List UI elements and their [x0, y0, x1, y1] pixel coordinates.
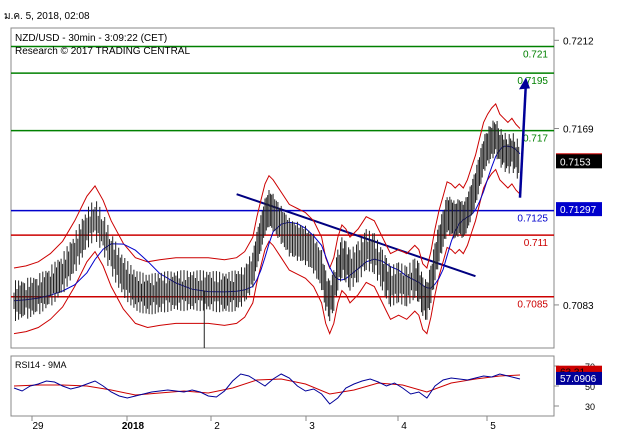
arrow-layer	[518, 77, 530, 198]
x-tick-label: 3	[309, 421, 315, 432]
price-tick-label: 0.7083	[563, 301, 594, 312]
x-tick-label: 2	[214, 421, 220, 432]
price-badge-label: 0.71297	[560, 205, 597, 216]
chart-subtitle: Research © 2017 TRADING CENTRAL	[15, 46, 190, 57]
rsi-panel	[10, 355, 555, 417]
level-label: 0.7125	[517, 214, 548, 225]
level-label: 0.711	[524, 238, 549, 249]
x-tick-label: 4	[401, 421, 407, 432]
rsi-line	[13, 373, 521, 405]
price-tick-label: 0.7212	[563, 36, 594, 47]
price-badge-label: 0.7153	[560, 157, 591, 168]
rsi-ma-line	[13, 374, 521, 396]
rsi-layer: 70503063.3157.0906	[13, 362, 602, 412]
moving-average	[13, 145, 521, 302]
x-tick-label: 29	[32, 421, 44, 432]
x-axis-layer: 29 2018 2 3 4 5	[31, 416, 496, 432]
x-tick-label: 2018	[122, 421, 145, 432]
level-label: 0.7195	[517, 76, 548, 87]
price-tick-label: 0.7169	[563, 125, 594, 136]
level-label: 0.717	[523, 134, 548, 145]
upper-band	[13, 102, 521, 270]
rsi-badge	[556, 371, 602, 385]
rsi-label: RSI14 - 9MA	[15, 360, 67, 370]
price-axis-layer: 0.7212 0.7169 0.7083	[554, 36, 594, 312]
chart-title: NZD/USD - 30min - 3:09:22 (CET)	[15, 33, 167, 44]
price-badge	[556, 202, 602, 217]
forecast-arrow	[518, 81, 528, 198]
level-label: 0.721	[523, 49, 548, 60]
lower-band	[13, 168, 521, 335]
rsi-tick-label: 30	[585, 402, 595, 412]
x-tick-label: 5	[490, 421, 496, 432]
timestamp: ม.ค. 5, 2018, 02:08	[4, 11, 90, 22]
price-badge	[556, 154, 602, 169]
rsi-badge-label: 57.0906	[560, 374, 597, 385]
level-label: 0.7085	[517, 300, 548, 311]
forecast-arrow-head	[519, 77, 530, 90]
price-layer	[13, 102, 521, 348]
rsi-tick-label: 50	[585, 382, 595, 392]
